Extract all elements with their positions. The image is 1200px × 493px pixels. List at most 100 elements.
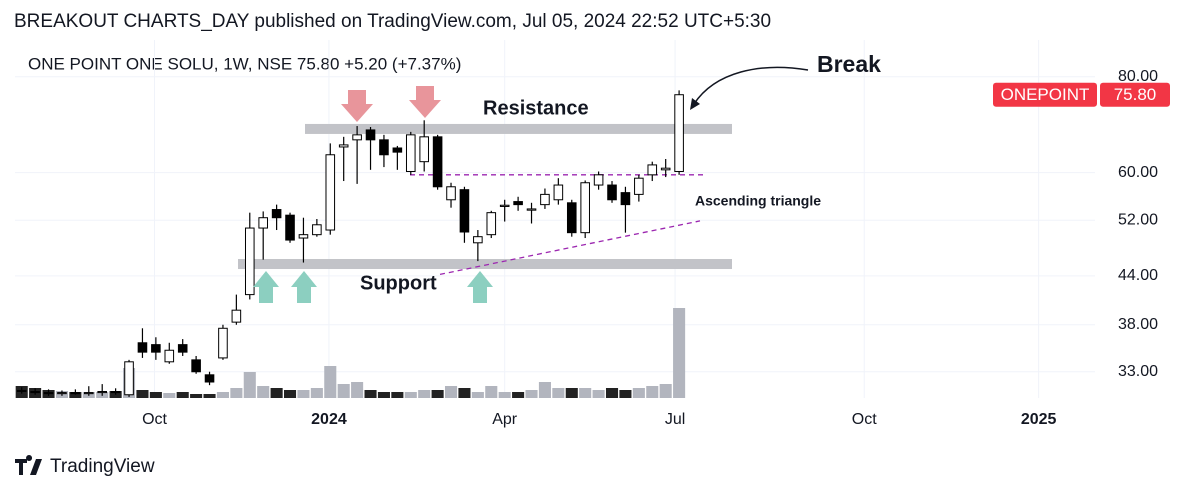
- candle-body: [513, 201, 523, 206]
- candle-body: [365, 129, 376, 141]
- volume-bar: [646, 386, 659, 398]
- logo: TradingView: [15, 455, 155, 477]
- arrow-up: [291, 271, 317, 303]
- candle-body: [526, 208, 537, 211]
- level-band: [238, 259, 732, 270]
- triangle-label: Ascending triangle: [695, 193, 821, 209]
- axes: 33.00 38.00 44.00 52.00 60.00 80.00 Oct 2024 Apr…: [142, 68, 1170, 428]
- candle-body: [566, 202, 577, 234]
- candle-body: [647, 164, 658, 176]
- arrow-down: [409, 86, 441, 118]
- volume-bar: [364, 390, 377, 398]
- candle-body: [392, 147, 403, 153]
- x-tick-label: 2025: [1021, 411, 1057, 428]
- y-tick-label: 38.00: [1118, 316, 1158, 333]
- volume-bar: [270, 388, 283, 398]
- y-tick-label: 52.00: [1118, 211, 1158, 228]
- candle-body: [432, 136, 443, 188]
- candle-body: [204, 374, 215, 383]
- candle-body: [70, 392, 81, 395]
- volume-bar: [605, 388, 619, 398]
- volume-bar: [337, 384, 350, 398]
- candle-body: [499, 204, 510, 207]
- candle-body: [124, 361, 134, 396]
- candle-body: [405, 134, 416, 172]
- volume-bar: [404, 392, 417, 398]
- chart-title: BREAKOUT CHARTS_DAY published on Trading…: [14, 11, 771, 32]
- x-tick-label: Oct: [852, 411, 877, 428]
- volume-bar: [163, 393, 176, 398]
- volume-bar: [552, 388, 565, 398]
- candle-body: [674, 94, 684, 172]
- volume-bar: [619, 390, 632, 398]
- volume-bar: [216, 392, 229, 398]
- level-band: [305, 123, 732, 134]
- candle-body: [231, 309, 242, 323]
- volume-bar: [444, 386, 458, 398]
- candle-body: [258, 217, 268, 229]
- candle-body: [244, 227, 255, 296]
- x-tick-label: Oct: [142, 411, 167, 428]
- candle-body: [83, 392, 94, 395]
- candle-body: [285, 214, 295, 241]
- candle-body: [540, 193, 550, 206]
- candle-body: [473, 236, 483, 244]
- candle-body: [218, 327, 228, 359]
- volume-bar: [512, 392, 525, 398]
- volume-bar: [310, 388, 323, 398]
- y-tick-label: 60.00: [1118, 164, 1158, 181]
- candle-body: [137, 342, 148, 353]
- candle-body: [486, 212, 497, 236]
- y-tick-label: 80.00: [1118, 68, 1158, 85]
- candle-body: [177, 344, 188, 353]
- volume-bar: [538, 382, 551, 398]
- volume-bar: [324, 366, 337, 398]
- candle-body: [553, 184, 564, 201]
- candle-body: [57, 392, 67, 395]
- volume-bar: [377, 392, 390, 398]
- logo-icon: [15, 455, 42, 475]
- volume-bar: [136, 390, 149, 398]
- footer: TradingView: [50, 456, 155, 477]
- candles: [16, 90, 684, 397]
- volume-bar: [485, 386, 498, 398]
- support-label: Support: [360, 272, 437, 294]
- candle-body: [43, 392, 54, 395]
- arrow-up: [253, 271, 279, 303]
- grid: [15, 40, 1095, 398]
- volume-bar: [458, 388, 471, 398]
- candle-body: [580, 182, 590, 234]
- volume-bar: [391, 392, 404, 398]
- x-tick-label: 2024: [311, 411, 347, 428]
- volume-bar: [592, 390, 605, 398]
- candle-body: [620, 192, 631, 206]
- candle-body: [352, 134, 362, 141]
- volume-bar: [431, 390, 444, 398]
- candle-body: [660, 167, 671, 171]
- volume-bar: [149, 392, 162, 398]
- arrow-up: [467, 271, 493, 303]
- volume-bar: [190, 394, 203, 398]
- y-tick-label: 44.00: [1118, 267, 1158, 284]
- break-arrow: [693, 66, 809, 105]
- candle-body: [16, 389, 27, 393]
- volume-bar: [632, 388, 645, 398]
- candle-body: [607, 184, 617, 201]
- y-tick-label: 33.00: [1118, 363, 1158, 380]
- candle-body: [419, 136, 429, 163]
- volume-bar: [579, 388, 592, 398]
- price-tag-name-bg: [993, 82, 1097, 107]
- candle-body: [164, 349, 175, 363]
- volume-bar: [283, 390, 297, 398]
- volume-bar: [471, 392, 484, 398]
- candle-body: [151, 344, 161, 353]
- candle-body: [593, 174, 604, 186]
- volume: [15, 308, 686, 398]
- candle-body: [325, 154, 336, 231]
- volume-bar: [418, 390, 431, 398]
- volume-bar: [351, 382, 364, 398]
- volume-bar: [498, 392, 511, 398]
- resistance-label: Resistance: [483, 97, 589, 119]
- candle-body: [459, 189, 470, 233]
